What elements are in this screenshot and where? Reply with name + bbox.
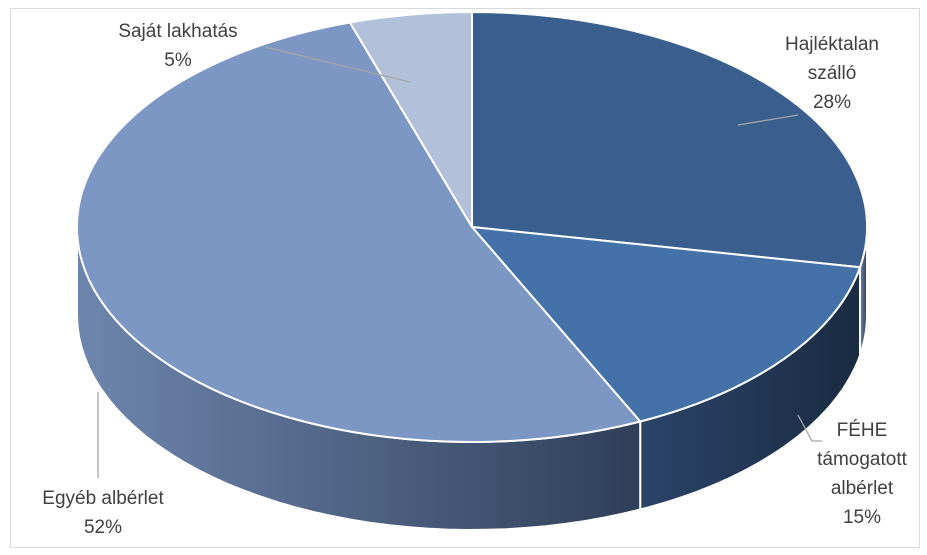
data-label-fehe-tamogatott-alberlet: FÉHE támogatott albérlet 15% xyxy=(817,420,907,528)
data-label-text: Egyéb albérlet xyxy=(42,488,164,509)
pie-slice-sajat-lakhatas xyxy=(348,10,473,228)
data-label-text: albérlet xyxy=(831,478,894,499)
data-label-text: támogatott xyxy=(817,449,907,470)
data-label-text: Saját lakhatás xyxy=(118,21,237,42)
data-label-text: FÉHE xyxy=(837,420,888,441)
data-label-percent: 5% xyxy=(164,50,192,71)
data-label-percent: 15% xyxy=(843,507,881,528)
pie-slice-egyeb-alberlet xyxy=(75,21,642,443)
data-label-hajlektalan-szallo: Hajléktalan szálló 28% xyxy=(785,34,879,113)
data-label-percent: 28% xyxy=(813,92,851,113)
chart-area xyxy=(10,8,920,548)
data-label-text: Hajléktalan xyxy=(785,34,879,55)
pie-slice-hajlektalan-szallo xyxy=(471,11,868,269)
data-label-egyeb-alberlet: Egyéb albérlet 52% xyxy=(42,488,164,538)
data-label-percent: 52% xyxy=(84,517,122,538)
data-label-text: szálló xyxy=(808,63,857,84)
leader-line-fehe-tamogatott-alberlet xyxy=(797,414,822,442)
pie-slice-fehe-tamogatott-alberlet xyxy=(471,226,861,423)
leader-line-sajat-lakhatas xyxy=(264,46,411,83)
leader-line-hajlektalan-szallo xyxy=(737,114,799,126)
data-label-sajat-lakhatas: Saját lakhatás 5% xyxy=(118,21,237,71)
